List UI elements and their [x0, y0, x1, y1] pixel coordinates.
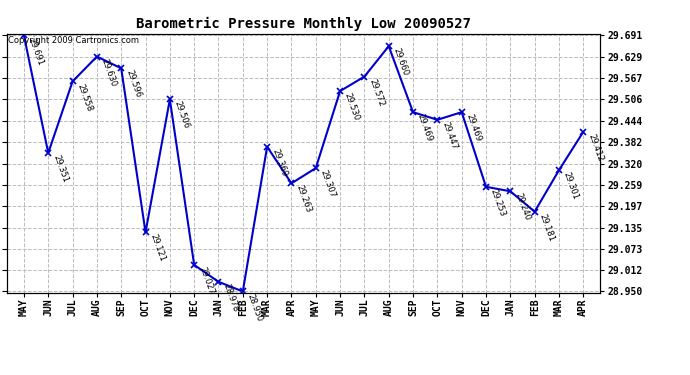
Text: 29.253: 29.253 — [489, 188, 507, 218]
Text: 29.596: 29.596 — [124, 69, 143, 99]
Text: 29.121: 29.121 — [148, 233, 167, 263]
Text: 28.950: 28.950 — [246, 292, 264, 322]
Text: 29.412: 29.412 — [586, 132, 604, 163]
Text: Copyright 2009 Cartronics.com: Copyright 2009 Cartronics.com — [8, 36, 139, 45]
Text: 29.530: 29.530 — [343, 92, 362, 122]
Text: 29.263: 29.263 — [295, 184, 313, 214]
Text: 29.351: 29.351 — [51, 154, 70, 184]
Text: 29.630: 29.630 — [100, 57, 118, 88]
Text: 29.691: 29.691 — [27, 36, 46, 66]
Text: 29.469: 29.469 — [416, 113, 434, 143]
Text: 29.181: 29.181 — [538, 212, 556, 243]
Title: Barometric Pressure Monthly Low 20090527: Barometric Pressure Monthly Low 20090527 — [136, 17, 471, 31]
Text: 29.240: 29.240 — [513, 192, 531, 222]
Text: 29.506: 29.506 — [172, 100, 191, 130]
Text: 29.572: 29.572 — [367, 77, 386, 108]
Text: 29.558: 29.558 — [75, 82, 94, 112]
Text: 29.469: 29.469 — [464, 113, 483, 143]
Text: 29.447: 29.447 — [440, 120, 459, 151]
Text: 29.369: 29.369 — [270, 147, 288, 178]
Text: 29.027: 29.027 — [197, 266, 215, 296]
Text: 29.301: 29.301 — [562, 171, 580, 201]
Text: 28.978: 28.978 — [221, 282, 240, 313]
Text: 29.660: 29.660 — [392, 47, 410, 77]
Text: 29.307: 29.307 — [319, 169, 337, 199]
